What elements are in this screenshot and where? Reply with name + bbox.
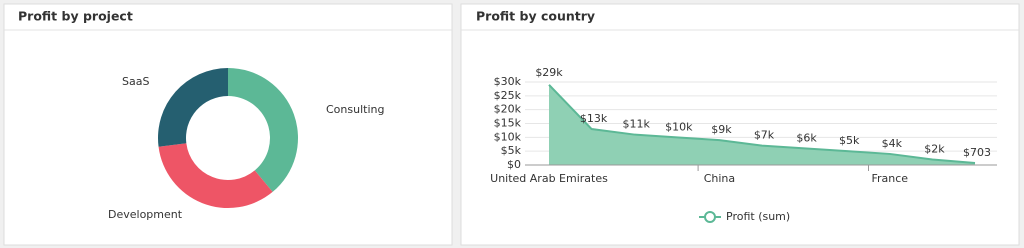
data-label: $4k bbox=[882, 137, 903, 150]
data-label: $9k bbox=[711, 123, 732, 136]
slice-label: Consulting bbox=[326, 103, 384, 116]
panel-title: Profit by project bbox=[18, 9, 133, 24]
y-tick-label: $5k bbox=[501, 144, 522, 157]
panel-title: Profit by country bbox=[476, 9, 595, 24]
data-label: $2k bbox=[924, 142, 945, 155]
data-label: $11k bbox=[623, 118, 651, 131]
y-tick-label: $30k bbox=[494, 75, 522, 88]
donut-slice bbox=[158, 143, 273, 209]
donut-slice bbox=[228, 68, 298, 192]
legend-marker bbox=[704, 211, 716, 223]
y-tick-label: $0 bbox=[507, 158, 521, 171]
area-fill bbox=[549, 84, 975, 165]
x-tick-label: France bbox=[872, 172, 909, 185]
data-label: $5k bbox=[839, 134, 860, 147]
data-label: $703 bbox=[963, 146, 991, 159]
legend-label: Profit (sum) bbox=[726, 210, 790, 223]
data-label: $6k bbox=[796, 131, 817, 144]
slice-label: Development bbox=[108, 208, 183, 221]
data-label: $10k bbox=[665, 120, 693, 133]
y-tick-label: $25k bbox=[494, 89, 522, 102]
panel bbox=[460, 3, 1020, 246]
x-tick-label: United Arab Emirates bbox=[490, 172, 608, 185]
data-label: $7k bbox=[754, 129, 775, 142]
data-label: $13k bbox=[580, 112, 608, 125]
y-tick-label: $15k bbox=[494, 117, 522, 130]
y-tick-label: $20k bbox=[494, 103, 522, 116]
slice-label: SaaS bbox=[122, 75, 149, 88]
donut-slice bbox=[158, 68, 228, 147]
y-tick-label: $10k bbox=[494, 130, 522, 143]
panel bbox=[3, 3, 453, 246]
area-line bbox=[548, 84, 976, 165]
x-tick-label: China bbox=[704, 172, 735, 185]
data-label: $29k bbox=[535, 66, 563, 79]
